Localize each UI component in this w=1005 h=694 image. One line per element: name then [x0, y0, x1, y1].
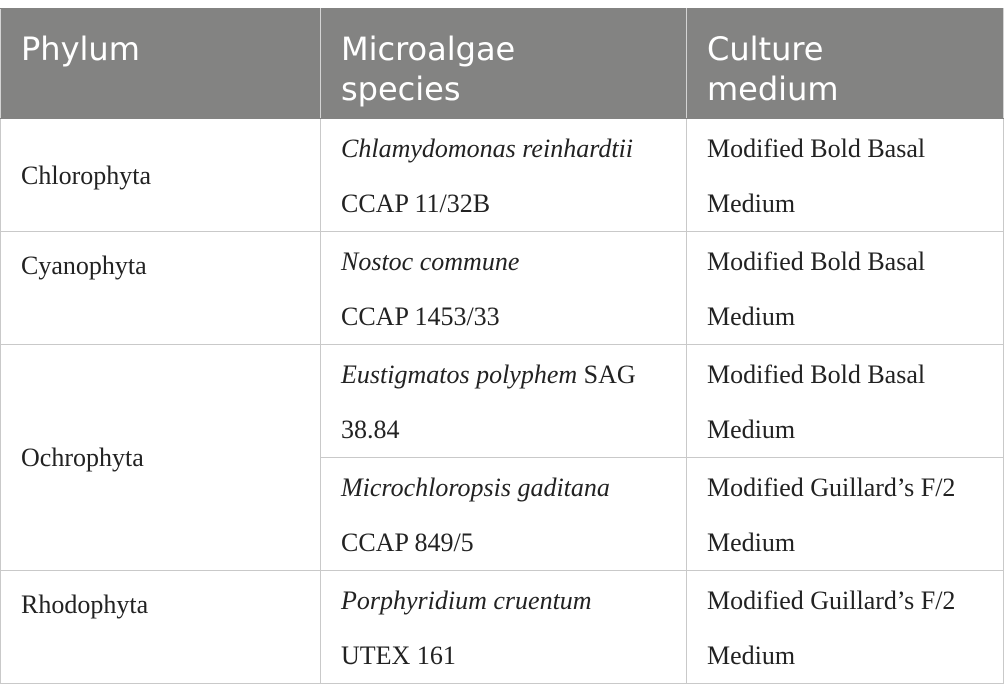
- species-culture-table: Phylum Microalgae species Culture medium…: [0, 8, 1004, 684]
- medium-line2: Medium: [707, 415, 796, 444]
- medium-line2: Medium: [707, 528, 796, 557]
- medium-line1: Modified Bold Basal: [707, 134, 926, 163]
- medium-line1: Modified Bold Basal: [707, 247, 926, 276]
- medium-cell: Modified Guillard’s F/2 Medium: [686, 457, 1004, 571]
- species-cell: Eustigmatos polyphem SAG 38.84: [320, 344, 687, 458]
- header-species-line1: Microalgae: [341, 30, 516, 68]
- species-strain: CCAP 849/5: [341, 528, 474, 557]
- phylum-label: Ochrophyta: [21, 443, 144, 472]
- medium-cell: Modified Bold Basal Medium: [686, 231, 1004, 345]
- species-name: Nostoc commune: [341, 247, 520, 276]
- species-strain: CCAP 11/32B: [341, 189, 491, 218]
- medium-line2: Medium: [707, 189, 796, 218]
- phylum-label: Chlorophyta: [21, 160, 151, 190]
- medium-line1: Modified Guillard’s F/2: [707, 586, 956, 615]
- medium-cell: Modified Bold Basal Medium: [686, 118, 1004, 232]
- header-species: Microalgae species: [320, 8, 687, 119]
- medium-cell: Modified Guillard’s F/2 Medium: [686, 570, 1004, 684]
- header-medium-line2: medium: [707, 70, 839, 108]
- header-phylum-label: Phylum: [21, 30, 140, 68]
- header-row: Phylum Microalgae species Culture medium: [0, 8, 1004, 119]
- species-cell: Nostoc commune CCAP 1453/33: [320, 231, 687, 345]
- phylum-cell: Ochrophyta: [0, 344, 321, 571]
- species-strain: 38.84: [341, 415, 400, 444]
- medium-line1: Modified Bold Basal: [707, 360, 926, 389]
- header-species-line2: species: [341, 70, 461, 108]
- phylum-label: Cyanophyta: [21, 251, 147, 280]
- phylum-cell: Cyanophyta: [0, 231, 321, 345]
- species-name: Porphyridium cruentum: [341, 586, 592, 615]
- medium-cell: Modified Bold Basal Medium: [686, 344, 1004, 458]
- table-header: Phylum Microalgae species Culture medium: [0, 8, 1004, 119]
- species-name: Eustigmatos polyphem: [341, 360, 578, 389]
- header-medium: Culture medium: [686, 8, 1004, 119]
- table-row: Cyanophyta Nostoc commune CCAP 1453/33 M…: [0, 231, 1004, 345]
- species-cell: Porphyridium cruentum UTEX 161: [320, 570, 687, 684]
- medium-line2: Medium: [707, 302, 796, 331]
- species-strain: UTEX 161: [341, 641, 456, 670]
- header-medium-line1: Culture: [707, 30, 824, 68]
- medium-line1: Modified Guillard’s F/2: [707, 473, 956, 502]
- table-body: Chlorophyta Chlamydomonas reinhardtii CC…: [0, 118, 1004, 684]
- species-cell: Chlamydomonas reinhardtii CCAP 11/32B: [320, 118, 687, 232]
- species-strain: CCAP 1453/33: [341, 302, 500, 331]
- medium-line2: Medium: [707, 641, 796, 670]
- phylum-label: Rhodophyta: [21, 590, 149, 619]
- species-cell: Microchloropsis gaditana CCAP 849/5: [320, 457, 687, 571]
- table-row: Chlorophyta Chlamydomonas reinhardtii CC…: [0, 118, 1004, 232]
- phylum-cell: Rhodophyta: [0, 570, 321, 684]
- table-row: Rhodophyta Porphyridium cruentum UTEX 16…: [0, 570, 1004, 684]
- table-row: Ochrophyta Eustigmatos polyphem SAG 38.8…: [0, 344, 1004, 571]
- species-strain-inline: SAG: [583, 360, 636, 389]
- species-name: Microchloropsis gaditana: [341, 473, 610, 502]
- species-name: Chlamydomonas reinhardtii: [341, 134, 634, 163]
- phylum-cell: Chlorophyta: [0, 118, 321, 232]
- header-phylum: Phylum: [0, 8, 321, 119]
